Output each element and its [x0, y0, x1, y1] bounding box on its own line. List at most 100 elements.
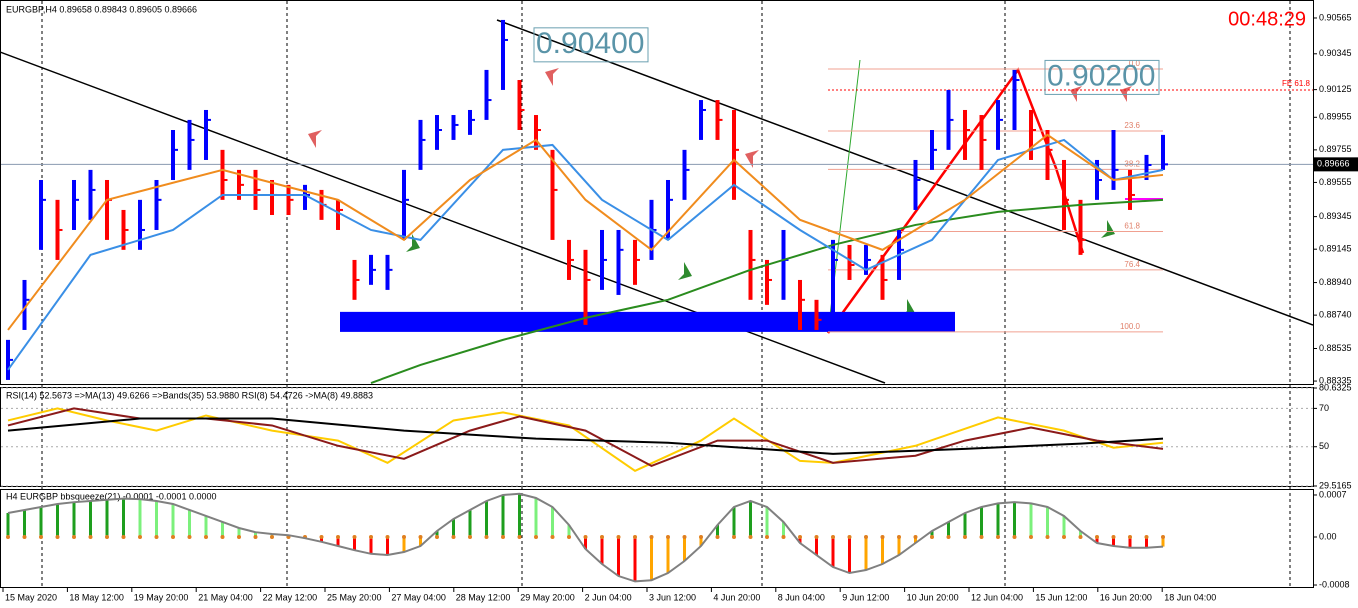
zero-dot: [352, 534, 357, 539]
arrow: [678, 262, 692, 280]
x-tick-label: 29 May 20:00: [520, 592, 575, 602]
zero-dot: [583, 534, 588, 539]
price-bar: [1144, 154, 1149, 180]
zero-dot: [748, 534, 753, 539]
price-bar: [583, 249, 588, 325]
price-bar: [1045, 130, 1050, 180]
zero-dot: [22, 534, 27, 539]
zero-dot: [171, 534, 175, 539]
zero-dot: [468, 534, 472, 539]
price-bar: [748, 229, 753, 300]
zero-dot: [534, 534, 538, 539]
arrow: [745, 150, 759, 168]
zero-dot: [732, 534, 736, 539]
trendline: [496, 19, 1313, 326]
x-tick-label: 12 Jun 04:00: [971, 592, 1023, 602]
y-tick-label: 0.90345: [1319, 48, 1352, 58]
price-bar: [979, 115, 984, 170]
y-tick-label: 0.0007: [1319, 489, 1347, 499]
zero-dot: [1012, 534, 1017, 539]
zero-dot: [600, 534, 604, 539]
y-tick-label: 0.88535: [1319, 343, 1352, 353]
zero-dot: [204, 534, 208, 539]
y-tick-label: 0.88335: [1319, 375, 1352, 385]
price-bar: [171, 130, 175, 180]
zero-dot: [270, 534, 274, 539]
arrow: [545, 68, 559, 86]
zero-dot: [996, 534, 1000, 539]
price-label-box: [533, 27, 649, 63]
price-bar: [781, 229, 786, 300]
indicator-line: [7, 417, 1164, 455]
zero-dot: [633, 534, 637, 539]
x-tick-label: 2 Jun 04:00: [585, 592, 632, 602]
zero-dot: [451, 534, 456, 539]
zero-dot: [402, 534, 406, 539]
indicator-line: [7, 407, 1164, 473]
zero-dot: [897, 534, 901, 539]
price-bar: [682, 149, 687, 200]
price-bar: [798, 279, 802, 330]
zero-dot: [699, 534, 703, 539]
y-tick-label: 80.6325: [1319, 382, 1352, 392]
zero-dot: [880, 534, 885, 539]
period-separators: [41, 1, 1291, 587]
zero-dot: [864, 534, 868, 539]
price-bar: [666, 179, 670, 240]
zero-dot: [220, 534, 225, 539]
zero-dot: [1111, 534, 1116, 539]
x-tick-label: 10 Jun 20:00: [907, 592, 959, 602]
arrow: [308, 130, 322, 148]
y-tick-label: 0.89755: [1319, 144, 1352, 154]
zero-dot: [88, 534, 93, 539]
price-bar: [1161, 134, 1165, 170]
price-bar: [1128, 169, 1132, 210]
zero-dot: [814, 534, 819, 539]
zero-dot: [1128, 534, 1132, 539]
zero-dot: [336, 534, 340, 539]
zero-dot: [1095, 534, 1099, 539]
price-bar: [336, 199, 340, 230]
zero-dot: [517, 534, 522, 539]
fib-label: 23.6: [1124, 121, 1140, 130]
y-tick-label: 0.89345: [1319, 211, 1352, 221]
y-tick-label: 50: [1319, 441, 1329, 451]
price-bar: [88, 169, 93, 220]
x-tick-label: 15 Jun 12:00: [1035, 592, 1087, 602]
indicator-line: [7, 138, 1164, 371]
y-tick-label: 0.89555: [1319, 177, 1352, 187]
zero-dot: [1029, 534, 1033, 539]
zero-dot: [567, 534, 571, 539]
zero-dot: [253, 534, 258, 539]
zero-dot: [39, 534, 43, 539]
price-bar: [550, 149, 555, 240]
zero-dot: [1161, 534, 1165, 539]
zigzag: [826, 67, 1085, 334]
zero-dot: [187, 534, 192, 539]
price-bar: [402, 169, 406, 240]
zero-dot: [319, 534, 324, 539]
x-tick-label: 15 May 2020: [5, 592, 57, 602]
zero-dot: [484, 534, 489, 539]
price-bar: [187, 119, 192, 170]
arrow: [406, 234, 420, 252]
price-bar: [1029, 109, 1033, 160]
price-bar: [765, 259, 769, 305]
fib-label: 76.4: [1124, 260, 1140, 269]
x-tick-label: 18 May 12:00: [69, 592, 124, 602]
price-bar: [699, 100, 703, 140]
x-tick-label: 16 Jun 20:00: [1100, 592, 1152, 602]
zero-dot: [765, 534, 769, 539]
x-tick-label: 25 May 20:00: [327, 592, 382, 602]
zero-dot: [55, 534, 60, 539]
price-bar: [22, 279, 27, 330]
x-tick-label: 27 May 04:00: [391, 592, 446, 602]
zero-dot: [1078, 534, 1083, 539]
x-tick-label: 22 May 12:00: [263, 592, 318, 602]
price-bar: [270, 179, 274, 215]
x-tick-label: 9 Jun 12:00: [842, 592, 889, 602]
x-tick-label: 3 Jun 12:00: [649, 592, 696, 602]
zero-dot: [435, 534, 439, 539]
zero-dot: [649, 534, 654, 539]
